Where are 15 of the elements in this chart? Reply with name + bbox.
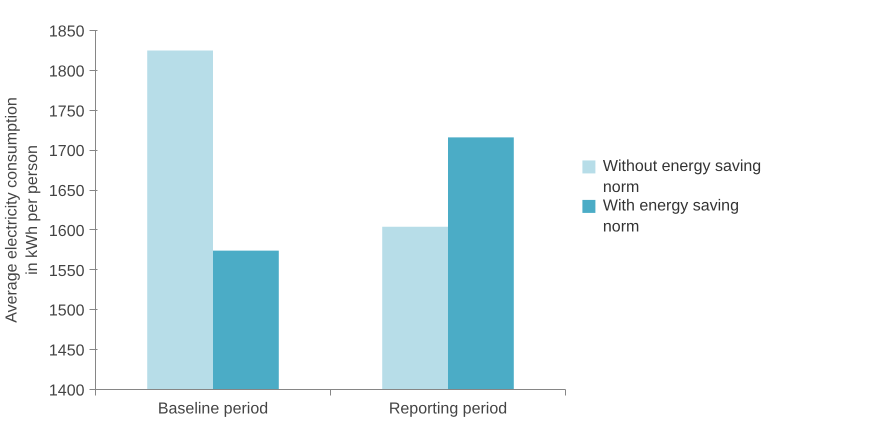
legend-label: With energy saving norm (602, 197, 739, 236)
y-tick-label: 1600 (48, 222, 85, 240)
y-tick-label: 1850 (48, 24, 85, 40)
y-tick-label: 1800 (48, 63, 85, 80)
y-tick-label: 1700 (48, 143, 85, 160)
y-tick-label: 1400 (48, 382, 85, 400)
y-tick-label: 1500 (48, 302, 85, 320)
y-tick-label: 1750 (48, 103, 85, 120)
x-tick-label: Baseline period (158, 400, 268, 418)
y-tick-label: 1450 (48, 342, 85, 360)
y-tick-label: 1650 (48, 183, 85, 200)
y-tick-label: 1550 (48, 262, 85, 280)
legend-label: Without energy saving norm (602, 158, 762, 196)
y-axis-title: Average electricity consumption in kWh per person (4, 97, 41, 323)
x-tick-label: Reporting period (388, 400, 508, 418)
